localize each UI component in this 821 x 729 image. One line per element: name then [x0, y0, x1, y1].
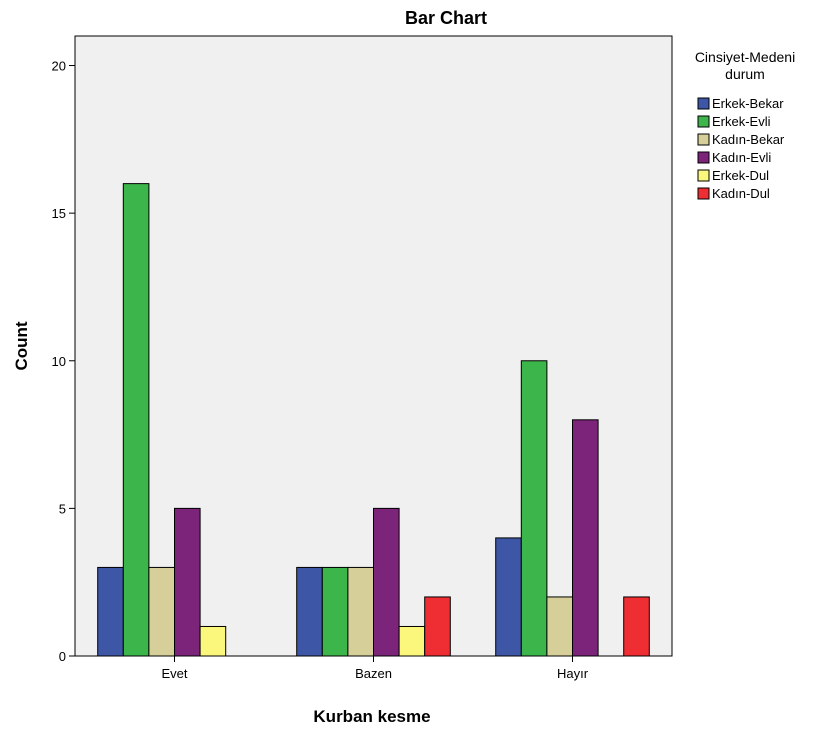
legend-label: Erkek-Evli	[712, 114, 771, 129]
legend-label: Erkek-Dul	[712, 168, 769, 183]
legend: Erkek-Bekar Erkek-Evli Kadın-Bekar Kadın-Ev…	[697, 96, 785, 201]
bar-evet-erkek-evli	[122, 183, 150, 657]
x-tick-label: Evet	[161, 666, 187, 681]
bar-hayır-kadın-evli	[572, 419, 599, 657]
legend-swatch	[697, 169, 710, 182]
legend-title-line1: Cinsiyet-Medeni	[695, 49, 795, 65]
y-axis-label: Count	[12, 321, 31, 370]
x-axis-label: Kurban kesme	[313, 707, 430, 726]
legend-label: Kadın-Bekar	[712, 132, 785, 147]
bar-evet-erkek-bekar	[97, 566, 124, 657]
bar-hayır-erkek-bekar	[495, 537, 522, 657]
legend-label: Kadın-Evli	[712, 150, 771, 165]
y-tick-label: 0	[59, 649, 66, 664]
bars-layer	[97, 183, 650, 657]
y-axis: 0 5 10 15 20	[52, 59, 75, 664]
bar-hayır-kadın-bekar	[546, 596, 574, 657]
legend-swatch	[697, 133, 710, 146]
legend-swatch	[697, 97, 710, 110]
legend-label: Erkek-Bekar	[712, 96, 784, 111]
bar-evet-kadın-evli	[174, 507, 201, 657]
bar-hayır-erkek-evli	[520, 360, 548, 657]
y-tick-label: 10	[52, 354, 66, 369]
y-tick-label: 5	[59, 501, 66, 516]
legend-label: Kadın-Dul	[712, 186, 770, 201]
x-tick-label: Bazen	[355, 666, 392, 681]
bar-evet-erkek-dul	[199, 625, 227, 657]
legend-swatch	[697, 187, 710, 200]
bar-bazen-kadın-bekar	[347, 566, 374, 657]
bar-bazen-erkek-evli	[321, 566, 349, 657]
bar-bazen-kadın-dul	[424, 596, 451, 657]
legend-title-line2: durum	[725, 66, 765, 82]
bar-hayır-kadın-dul	[623, 596, 650, 657]
y-tick-label: 15	[52, 206, 66, 221]
chart-title: Bar Chart	[405, 8, 487, 28]
bar-bazen-kadın-evli	[373, 507, 400, 657]
x-tick-label: Hayır	[557, 666, 589, 681]
legend-swatch	[697, 115, 710, 128]
x-axis: Evet Bazen Hayır	[161, 656, 589, 681]
bar-bazen-erkek-dul	[398, 625, 426, 657]
legend-swatch	[697, 151, 710, 164]
bar-evet-kadın-bekar	[148, 566, 175, 657]
y-tick-label: 20	[52, 59, 66, 74]
bar-bazen-erkek-bekar	[296, 566, 323, 657]
